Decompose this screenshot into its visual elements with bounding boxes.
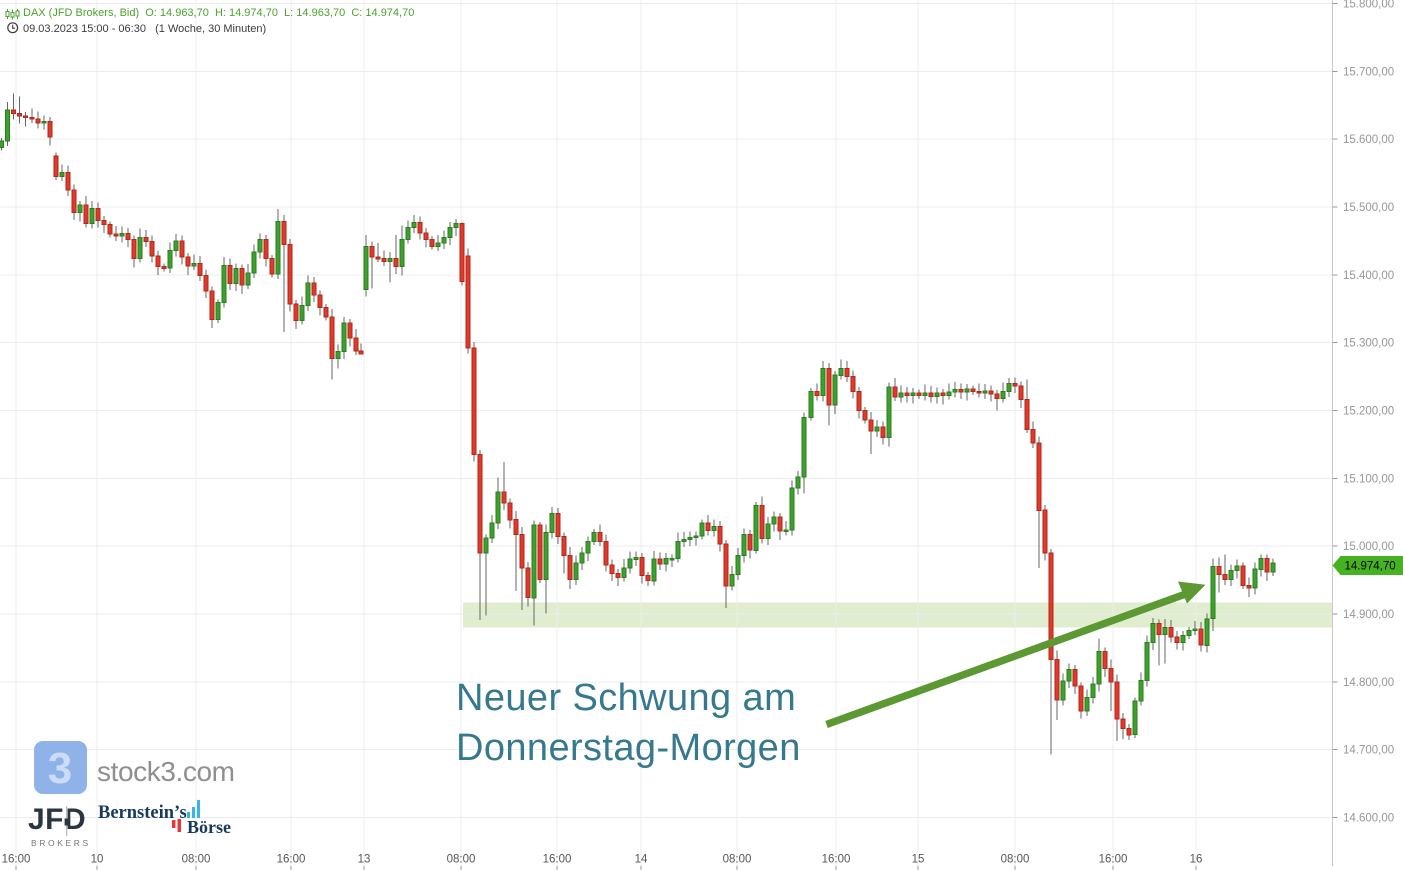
svg-text:15.800,00: 15.800,00 bbox=[1343, 0, 1394, 11]
svg-text:15.300,00: 15.300,00 bbox=[1343, 338, 1394, 350]
svg-text:08:00: 08:00 bbox=[447, 854, 476, 866]
svg-text:15.200,00: 15.200,00 bbox=[1343, 406, 1394, 418]
svg-text:15.700,00: 15.700,00 bbox=[1343, 66, 1394, 78]
svg-text:15: 15 bbox=[912, 854, 925, 866]
svg-text:13: 13 bbox=[358, 854, 371, 866]
svg-text:16:00: 16:00 bbox=[543, 854, 572, 866]
svg-text:14.600,00: 14.600,00 bbox=[1343, 813, 1394, 825]
svg-text:10: 10 bbox=[91, 854, 104, 866]
svg-text:15.000,00: 15.000,00 bbox=[1343, 541, 1394, 553]
svg-text:16:00: 16:00 bbox=[2, 854, 31, 866]
svg-text:15.400,00: 15.400,00 bbox=[1343, 270, 1394, 282]
svg-text:3: 3 bbox=[48, 744, 72, 793]
svg-text:15.600,00: 15.600,00 bbox=[1343, 134, 1394, 146]
svg-text:14.900,00: 14.900,00 bbox=[1343, 609, 1394, 621]
svg-text:08:00: 08:00 bbox=[182, 854, 211, 866]
svg-text:16:00: 16:00 bbox=[822, 854, 851, 866]
svg-text:16:00: 16:00 bbox=[1099, 854, 1128, 866]
svg-text:14.800,00: 14.800,00 bbox=[1343, 677, 1394, 689]
svg-text:08:00: 08:00 bbox=[723, 854, 752, 866]
svg-text:08:00: 08:00 bbox=[1001, 854, 1030, 866]
svg-text:14.700,00: 14.700,00 bbox=[1343, 745, 1394, 757]
svg-text:14.974,70: 14.974,70 bbox=[1345, 561, 1396, 573]
svg-text:15.500,00: 15.500,00 bbox=[1343, 202, 1394, 214]
svg-text:15.100,00: 15.100,00 bbox=[1343, 473, 1394, 485]
svg-text:16: 16 bbox=[1190, 854, 1203, 866]
svg-text:14: 14 bbox=[635, 854, 648, 866]
svg-text:16:00: 16:00 bbox=[277, 854, 306, 866]
